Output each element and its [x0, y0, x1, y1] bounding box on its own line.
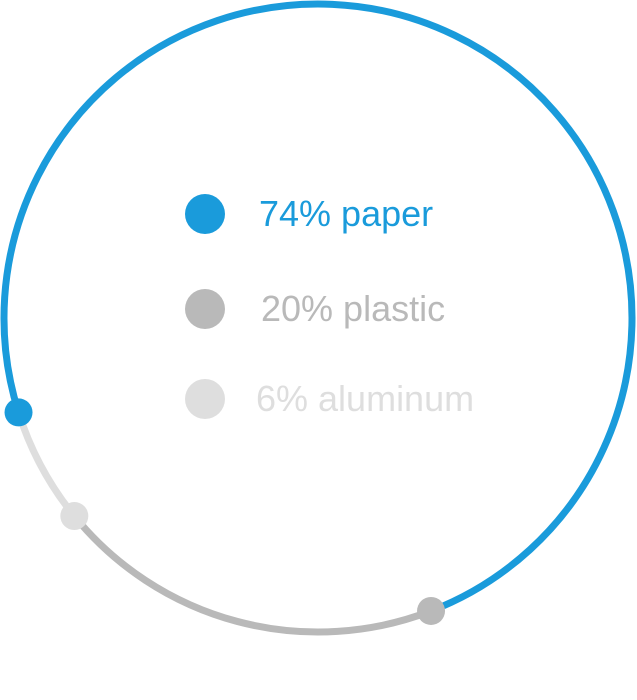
ring-marker-plastic [417, 596, 446, 625]
legend-item-plastic: 20% plastic [185, 287, 445, 331]
ring-segment-plastic [71, 513, 433, 636]
legend-dot-aluminum [185, 379, 225, 419]
legend-label-paper: 74% paper [259, 193, 434, 234]
legend-item-paper: 74% paper [185, 192, 433, 236]
legend-label-plastic: 20% plastic [261, 288, 446, 329]
ring-segment-paper [0, 0, 636, 615]
ring-marker-aluminum [60, 502, 89, 531]
legend-item-aluminum: 6% aluminum [185, 377, 474, 421]
ring-markers [4, 398, 446, 625]
ring-marker-paper [4, 398, 33, 427]
legend-dot-paper [185, 194, 225, 234]
legend-dot-plastic [185, 289, 225, 329]
legend-label-aluminum: 6% aluminum [256, 378, 475, 419]
ring-segment-aluminum [15, 411, 78, 519]
